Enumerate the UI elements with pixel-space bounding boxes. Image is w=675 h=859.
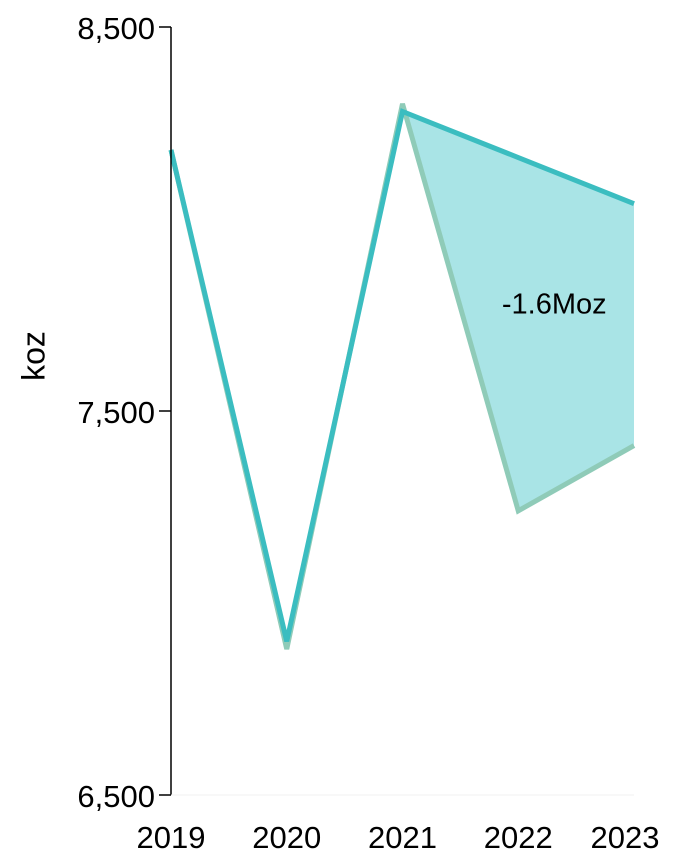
series-line-2 [168, 108, 635, 642]
ticks-layer: 6,500 7,500 8,500 2019 2020 2021 2022 2023 [77, 11, 660, 855]
x-tick-label: 2021 [368, 820, 437, 854]
x-tick-label: 2020 [252, 820, 321, 854]
gap-annotation: -1.6Moz [502, 288, 607, 320]
gap-area-layer [402, 103, 634, 511]
y-axis-label: koz [15, 331, 51, 381]
gap-area [402, 103, 634, 511]
x-tick-label: 2022 [484, 820, 553, 854]
y-tick-label: 7,500 [77, 395, 155, 430]
series-lines-layer [168, 103, 636, 650]
x-tick-label: 2019 [137, 820, 206, 854]
y-tick-label: 6,500 [77, 779, 155, 814]
x-tick-label: 2023 [591, 820, 660, 854]
y-tick-label: 8,500 [77, 11, 155, 46]
